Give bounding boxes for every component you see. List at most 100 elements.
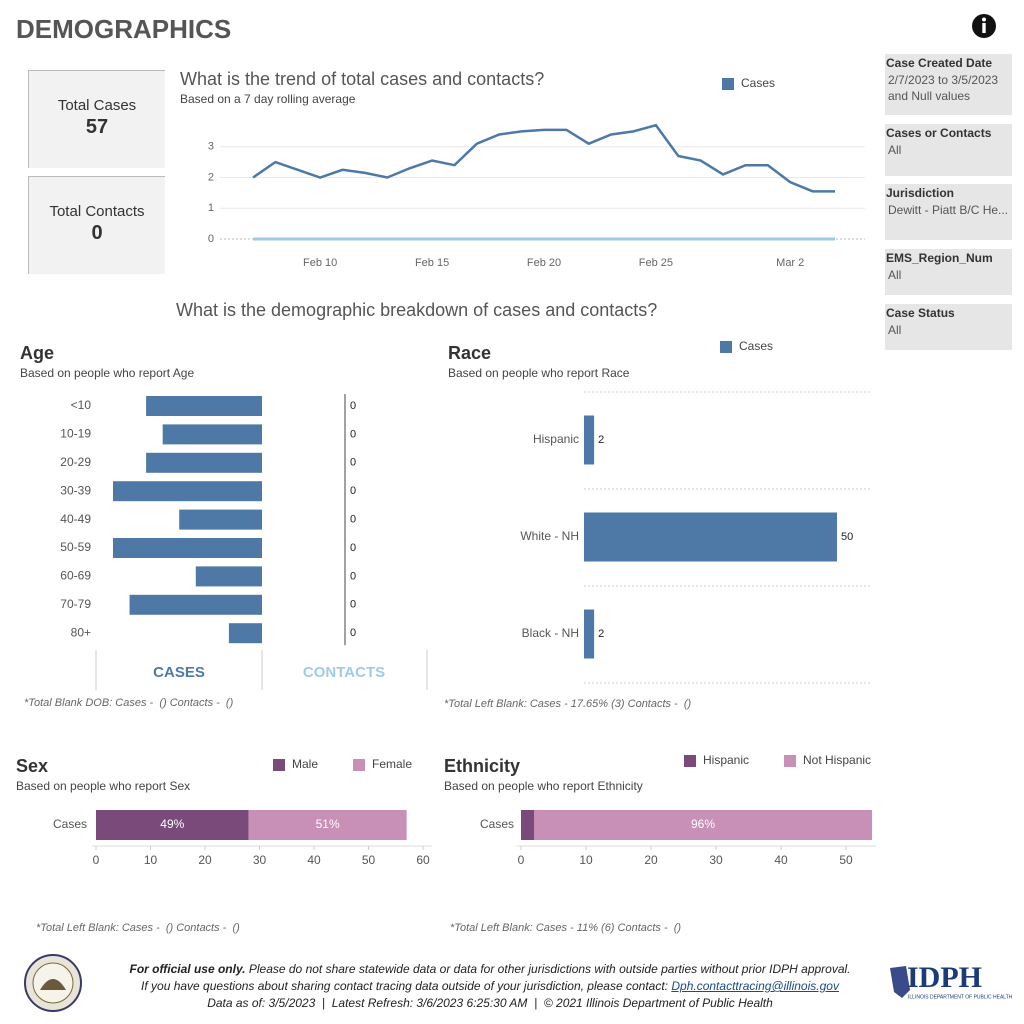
filter-value: All — [888, 268, 902, 282]
bar — [113, 481, 262, 502]
x-tick-label: 50 — [839, 853, 853, 867]
x-tick-label: Feb 15 — [415, 257, 449, 269]
category-label: White - NH — [520, 529, 579, 543]
x-tick-label: 20 — [644, 853, 658, 867]
filter-label: EMS_Region_Num — [886, 251, 993, 265]
category-label: 50-59 — [60, 540, 91, 554]
legend-label: Male — [292, 757, 318, 771]
y-tick-label: 0 — [208, 233, 214, 245]
category-label: 70-79 — [60, 597, 91, 611]
value-label: 8 — [114, 599, 120, 611]
filter-card[interactable]: Case Status All — [885, 304, 1012, 350]
percent-label: 96% — [691, 817, 715, 831]
chart-title: Age — [20, 343, 54, 363]
chart-note: *Total Left Blank: Cases - 11% (6) Conta… — [450, 922, 681, 934]
filter-card[interactable]: Cases or Contacts All — [885, 124, 1012, 176]
legend-label: Female — [372, 757, 412, 771]
bar — [584, 609, 595, 659]
chart-note: *Total Blank DOB: Cases - () Contacts - … — [24, 697, 234, 709]
filter-value: All — [888, 143, 902, 157]
filter-card[interactable]: Case Created Date 2/7/2023 to 3/5/2023 an… — [885, 54, 1012, 115]
footer: For official use only. Please do not sha… — [90, 961, 890, 1012]
x-tick-label: 50 — [362, 853, 376, 867]
value-label: 0 — [350, 485, 356, 497]
column-header: CASES — [153, 664, 205, 681]
category-label: Hispanic — [533, 432, 579, 446]
section-title: What is the demographic breakdown of cas… — [176, 300, 657, 320]
kpi-card: Total Cases 57 — [28, 70, 165, 168]
legend-swatch — [720, 341, 732, 353]
value-label: 2 — [598, 434, 604, 446]
email-link[interactable]: Dph.contacttracing@illinois.gov — [671, 979, 839, 993]
bar — [584, 512, 837, 562]
bar — [179, 509, 262, 530]
value-label: 9 — [98, 542, 104, 554]
bar-segment — [521, 810, 534, 840]
contact: If you have questions about sharing cont… — [141, 979, 669, 993]
legend-swatch — [722, 78, 734, 90]
kpi-label: Total Cases — [57, 97, 137, 114]
x-tick-label: Feb 10 — [303, 257, 337, 269]
bar — [584, 415, 595, 465]
chart-title: Sex — [16, 756, 48, 776]
bar — [129, 594, 262, 615]
x-tick-label: 10 — [579, 853, 593, 867]
bar — [195, 566, 262, 587]
info-icon[interactable] — [972, 14, 996, 38]
value-label: 2 — [598, 628, 604, 640]
value-label: 0 — [350, 599, 356, 611]
filter-value: Dewitt - Piatt B/C He... — [888, 203, 1009, 217]
filter-value: All — [888, 323, 902, 337]
legend-label: Not Hispanic — [803, 753, 871, 767]
refresh: Data as of: 3/5/2023 | Latest Refresh: 3… — [207, 996, 773, 1010]
x-tick-label: 0 — [518, 853, 525, 867]
category-label: Cases — [53, 817, 87, 831]
value-label: 0 — [350, 514, 356, 526]
value-label: 2 — [214, 627, 220, 639]
filter-label: Jurisdiction — [886, 186, 955, 200]
filter-card[interactable]: Jurisdiction Dewitt - Piatt B/C He... — [885, 184, 1012, 240]
category-label: 20-29 — [60, 455, 91, 469]
x-tick-label: 40 — [774, 853, 788, 867]
bar-segment — [248, 810, 407, 840]
kpi-value: 57 — [85, 116, 109, 138]
x-tick-label: 20 — [198, 853, 212, 867]
value-label: 0 — [350, 627, 356, 639]
x-tick-label: 30 — [709, 853, 723, 867]
category-label: Black - NH — [522, 626, 579, 640]
legend-swatch — [353, 759, 365, 771]
x-tick-label: Feb 25 — [639, 257, 673, 269]
filter-label: Case Status — [886, 306, 955, 320]
chart-subtitle: Based on people who report Age — [20, 366, 194, 380]
value-label: 0 — [350, 400, 356, 412]
value-label: 7 — [131, 457, 137, 469]
filter-card[interactable]: EMS_Region_Num All — [885, 249, 1012, 295]
bar — [146, 452, 262, 473]
filter-label: Cases or Contacts — [886, 126, 992, 140]
idph-logo: IDPH ILLINOIS DEPARTMENT OF PUBLIC HEALT… — [890, 961, 1013, 1000]
x-tick-label: 10 — [144, 853, 158, 867]
bar-segment — [96, 810, 249, 840]
legend-swatch — [684, 755, 696, 767]
filter-value: 2/7/2023 to 3/5/2023 and Null values — [888, 73, 999, 103]
kpi-card: Total Contacts 0 — [28, 176, 165, 274]
value-label: 0 — [350, 570, 356, 582]
chart-title: Ethnicity — [444, 756, 520, 776]
x-tick-label: 40 — [307, 853, 321, 867]
value-label: 0 — [350, 428, 356, 440]
logo-caption: ILLINOIS DEPARTMENT OF PUBLIC HEALTH — [908, 994, 1013, 1000]
state-seal — [24, 954, 82, 1012]
category-label: Cases — [480, 817, 514, 831]
x-tick-label: 0 — [93, 853, 100, 867]
chart-note: *Total Left Blank: Cases - () Contacts -… — [36, 922, 240, 934]
category-label: 80+ — [71, 625, 91, 639]
value-label: 50 — [841, 531, 853, 543]
y-tick-label: 3 — [208, 141, 214, 153]
value-label: 6 — [148, 428, 154, 440]
category-label: 60-69 — [60, 569, 91, 583]
chart-note: *Total Left Blank: Cases - 17.65% (3) Co… — [444, 698, 692, 710]
bar — [113, 538, 262, 558]
x-tick-label: Feb 20 — [527, 257, 561, 269]
